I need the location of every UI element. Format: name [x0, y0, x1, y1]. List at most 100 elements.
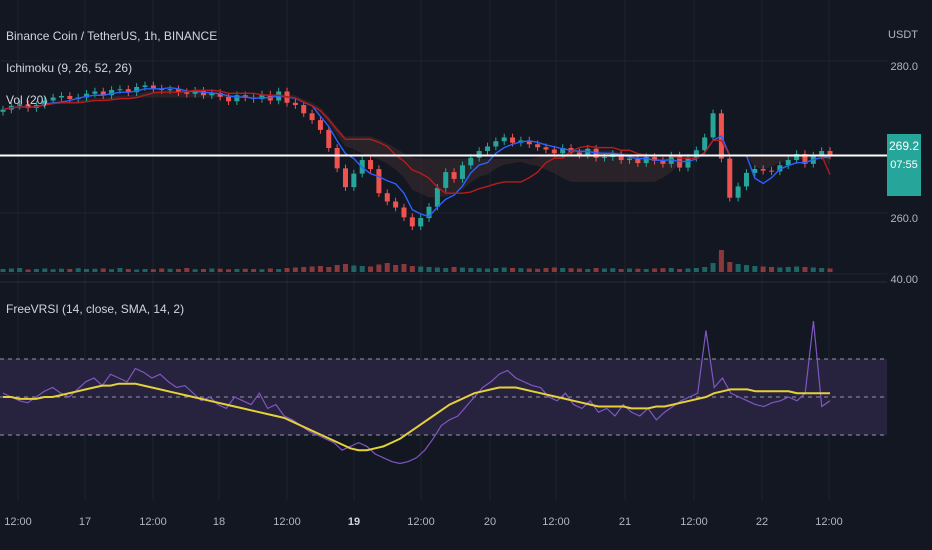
volume-bar	[100, 268, 106, 272]
volume-bar	[652, 268, 658, 272]
volume-bar	[292, 267, 298, 272]
volume-bar	[635, 268, 641, 272]
tenkan-line	[2, 87, 830, 218]
volume-bar	[476, 268, 482, 272]
volume-legend[interactable]: Vol (20)	[6, 93, 48, 107]
volume-bar	[42, 268, 48, 272]
volume-bar	[710, 263, 716, 272]
candle-body	[142, 85, 148, 87]
volume-bar	[226, 269, 232, 272]
candle-body	[535, 144, 541, 148]
candle-body	[710, 113, 716, 138]
candle-body	[484, 146, 491, 152]
candle-body	[769, 170, 775, 172]
candle-body	[802, 154, 808, 164]
candle-body	[443, 172, 449, 188]
candle-body	[660, 160, 666, 164]
volume-bar	[242, 268, 248, 272]
volume-bar	[342, 264, 349, 272]
volume-bar	[184, 268, 190, 272]
volume-bar	[376, 264, 382, 272]
candle-body	[100, 91, 106, 96]
volume-bar	[685, 268, 691, 272]
x-tick-label: 12:00	[139, 516, 167, 528]
candle-body	[601, 157, 607, 159]
candle-body	[510, 137, 516, 143]
volume-bar	[209, 268, 215, 272]
candle-body	[234, 95, 240, 102]
vrsi-line	[2, 320, 831, 465]
volume-bar	[568, 268, 574, 272]
volume-bar	[777, 267, 783, 272]
volume-bar	[501, 267, 507, 272]
volume-bar	[618, 269, 624, 272]
candle-body	[25, 104, 31, 109]
volume-bars	[0, 250, 833, 272]
volume-bar	[50, 269, 56, 272]
volume-bar	[359, 266, 365, 272]
volume-bar	[434, 267, 440, 272]
candle-body	[351, 173, 357, 188]
volume-bar	[109, 269, 115, 272]
candle-body	[426, 206, 432, 219]
volume-bar	[125, 269, 131, 272]
volume-bar	[200, 269, 206, 272]
candle-body	[735, 186, 741, 198]
volume-bar	[794, 266, 800, 272]
volume-bar	[526, 268, 532, 272]
volume-bar	[668, 268, 674, 272]
volume-bar	[142, 269, 148, 272]
volume-bar	[610, 268, 616, 272]
kijun-line	[2, 89, 831, 194]
vrsi-signal-line	[3, 382, 830, 452]
volume-bar	[326, 267, 332, 272]
volume-bar	[159, 268, 165, 272]
volume-bar	[167, 268, 173, 272]
volume-bar	[585, 269, 591, 272]
volume-bar	[743, 265, 749, 272]
candle-body	[368, 160, 374, 170]
candle-body	[543, 147, 549, 150]
volume-bar	[718, 250, 724, 272]
volume-bar	[33, 269, 39, 272]
candle-body	[150, 85, 156, 89]
candle-body	[693, 150, 699, 158]
volume-bar	[301, 267, 307, 272]
candle-body	[0, 109, 6, 112]
volume-bar	[627, 268, 633, 272]
symbol-title[interactable]: Binance Coin / TetherUS, 1h, BINANCE	[6, 29, 218, 43]
volume-bar	[309, 266, 315, 272]
volume-bar	[443, 268, 449, 272]
volume-bar	[267, 268, 273, 272]
candle-body	[743, 172, 749, 187]
candle-body	[401, 207, 407, 218]
candle-body	[309, 113, 315, 121]
ichimoku-legend[interactable]: Ichimoku (9, 26, 52, 26)	[6, 61, 133, 75]
volume-bar	[351, 265, 357, 272]
candle-body	[192, 90, 198, 94]
x-tick-label: 20	[483, 516, 497, 528]
candle-body	[459, 165, 465, 179]
candle-body	[785, 160, 791, 166]
candle-body	[175, 89, 181, 93]
volume-bar	[368, 266, 374, 272]
oscillator-legend[interactable]: FreeVRSI (14, close, SMA, 14, 2)	[6, 302, 185, 316]
x-tick-label: 12:00	[815, 516, 843, 528]
candle-body	[702, 137, 708, 151]
volume-bar	[593, 268, 599, 272]
volume-bar	[418, 266, 424, 272]
volume-bar	[769, 267, 775, 272]
candle-body	[301, 105, 307, 114]
volume-bar	[459, 267, 465, 272]
volume-bar	[785, 267, 791, 272]
candle-body	[635, 158, 641, 164]
candle-body	[92, 91, 98, 94]
candle-body	[827, 151, 833, 156]
candle-body	[242, 95, 248, 98]
volume-bar	[8, 268, 14, 272]
candle-body	[376, 169, 382, 194]
volume-bar	[677, 269, 683, 272]
volume-bar	[543, 268, 549, 272]
volume-bar	[192, 269, 198, 272]
